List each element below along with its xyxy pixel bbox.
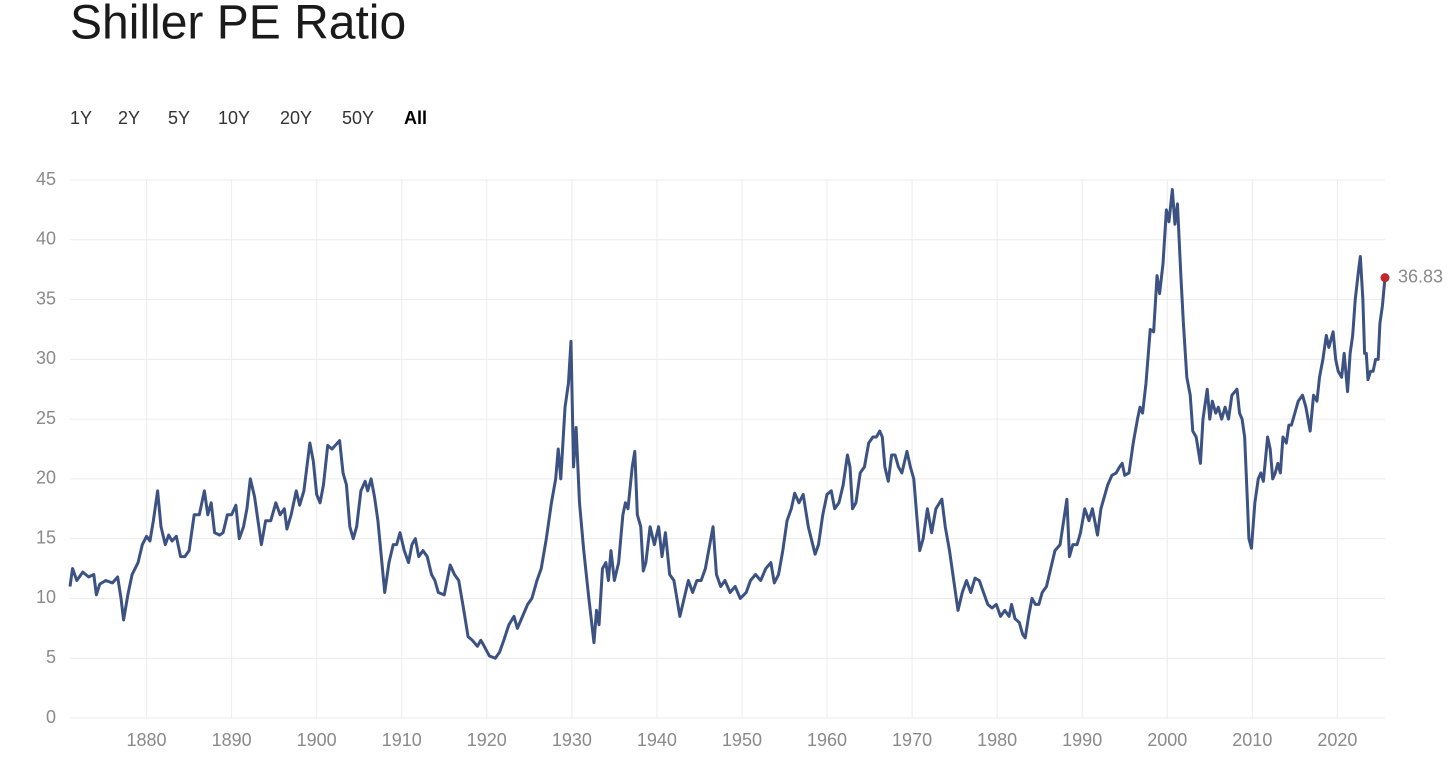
x-tick-label: 1890 [212, 730, 252, 750]
series-line [68, 188, 1387, 660]
x-tick-label: 1900 [297, 730, 337, 750]
range-button[interactable]: 10Y [218, 108, 250, 128]
y-tick-label: 40 [36, 229, 56, 249]
range-button[interactable]: 2Y [118, 108, 140, 128]
x-tick-label: 1880 [127, 730, 167, 750]
range-button[interactable]: 50Y [342, 108, 374, 128]
x-tick-label: 2020 [1317, 730, 1357, 750]
x-tick-label: 1960 [807, 730, 847, 750]
range-button[interactable]: 20Y [280, 108, 312, 128]
x-tick-label: 1950 [722, 730, 762, 750]
y-tick-label: 30 [36, 348, 56, 368]
x-tick-label: 1910 [382, 730, 422, 750]
x-tick-label: 1920 [467, 730, 507, 750]
y-tick-label: 15 [36, 527, 56, 547]
range-button[interactable]: All [404, 108, 427, 128]
y-tick-label: 25 [36, 408, 56, 428]
range-button[interactable]: 1Y [70, 108, 92, 128]
last-point [1380, 273, 1390, 283]
x-tick-label: 1980 [977, 730, 1017, 750]
y-tick-label: 5 [46, 647, 56, 667]
y-tick-label: 10 [36, 587, 56, 607]
y-tick-label: 45 [36, 169, 56, 189]
x-tick-label: 2000 [1147, 730, 1187, 750]
x-tick-label: 1970 [892, 730, 932, 750]
x-tick-label: 1990 [1062, 730, 1102, 750]
chart-title: Shiller PE Ratio [70, 0, 406, 50]
x-tick-label: 1930 [552, 730, 592, 750]
y-tick-label: 35 [36, 288, 56, 308]
range-button[interactable]: 5Y [168, 108, 190, 128]
y-tick-label: 0 [46, 707, 56, 727]
last-value-label: 36.83 [1398, 266, 1443, 286]
x-tick-label: 1940 [637, 730, 677, 750]
x-tick-label: 2010 [1232, 730, 1272, 750]
y-tick-label: 20 [36, 468, 56, 488]
